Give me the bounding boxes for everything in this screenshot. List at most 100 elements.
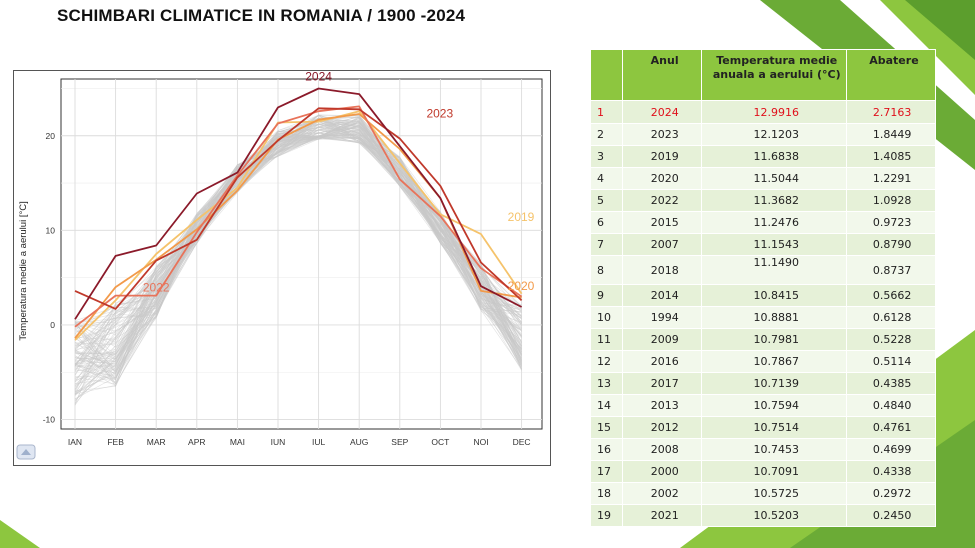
rank-cell: 16 <box>590 438 623 461</box>
table-row: 15 2012 10.7514 0.4761 <box>590 416 937 439</box>
rank-cell: 14 <box>590 394 623 417</box>
rank-cell: 12 <box>590 350 623 373</box>
rank-cell: 3 <box>590 145 623 168</box>
rank-cell: 2 <box>590 123 623 146</box>
background-year-line <box>74 114 522 350</box>
deviation-cell: 0.4338 <box>845 460 937 483</box>
temperature-cell: 11.1490 <box>700 255 847 285</box>
deviation-cell: 1.0928 <box>845 189 937 212</box>
temperature-cell: 10.7867 <box>700 350 847 373</box>
background-year-line <box>74 129 522 351</box>
background-year-line <box>74 137 522 384</box>
x-tick-label: AUG <box>350 437 368 447</box>
temperature-cell: 10.7453 <box>700 438 847 461</box>
table-header-deviation: Abatere <box>845 49 937 101</box>
deviation-cell: 0.4761 <box>845 416 937 439</box>
background-year-line <box>74 133 522 385</box>
series-line-2019 <box>74 110 523 341</box>
highlighted-series: 2024 2023 2022 2019 2020 <box>74 71 535 341</box>
deviation-cell: 2.7163 <box>845 100 937 124</box>
background-year-line <box>74 126 522 385</box>
background-year-line <box>74 138 522 393</box>
temperature-cell: 12.1203 <box>700 123 847 146</box>
temperature-cell: 10.5725 <box>700 482 847 505</box>
table-row: 17 2000 10.7091 0.4338 <box>590 460 937 483</box>
watermark-logo-icon <box>16 444 36 460</box>
axis-labels: IAN FEB MAR APR MAI IUN IUL AUG SEP OCT NOI DEC -10 0… <box>43 131 531 447</box>
background-year-line <box>74 132 522 361</box>
rank-cell: 1 <box>590 100 623 124</box>
table-row: 12 2016 10.7867 0.5114 <box>590 350 937 373</box>
temperature-cell: 11.3682 <box>700 189 847 212</box>
deviation-cell: 0.6128 <box>845 306 937 329</box>
year-cell: 2009 <box>621 328 702 351</box>
rank-cell: 10 <box>590 306 623 329</box>
rank-cell: 6 <box>590 211 623 234</box>
temperature-cell: 10.7091 <box>700 460 847 483</box>
year-cell: 2008 <box>621 438 702 461</box>
table-row: 14 2013 10.7594 0.4840 <box>590 394 937 417</box>
deviation-cell: 1.4085 <box>845 145 937 168</box>
table-row: 1 2024 12.9916 2.7163 <box>590 100 937 124</box>
table-row: 5 2022 11.3682 1.0928 <box>590 189 937 212</box>
deviation-cell: 0.5662 <box>845 284 937 307</box>
x-tick-label: APR <box>188 437 205 447</box>
year-cell: 2015 <box>621 211 702 234</box>
table-row: 8 2018 11.1490 0.8737 <box>590 255 937 285</box>
y-axis-label: Temperatura medie a aerului [°C] <box>18 201 29 341</box>
deviation-cell: 0.5114 <box>845 350 937 373</box>
background-year-line <box>74 128 522 350</box>
year-cell: 2021 <box>621 504 702 527</box>
temperature-cell: 10.7514 <box>700 416 847 439</box>
year-cell: 2002 <box>621 482 702 505</box>
y-tick-label: -10 <box>43 415 56 425</box>
deviation-cell: 0.2972 <box>845 482 937 505</box>
x-tick-label: FEB <box>107 437 124 447</box>
year-cell: 2018 <box>621 255 702 285</box>
year-cell: 2017 <box>621 372 702 395</box>
temperature-cell: 11.2476 <box>700 211 847 234</box>
background-year-line <box>74 118 522 371</box>
rank-cell: 11 <box>590 328 623 351</box>
table-row: 11 2009 10.7981 0.5228 <box>590 328 937 351</box>
rank-cell: 19 <box>590 504 623 527</box>
series-label-2022: 2022 <box>143 281 170 295</box>
year-cell: 2020 <box>621 167 702 190</box>
x-tick-label: IUL <box>312 437 326 447</box>
temperature-cell: 10.7139 <box>700 372 847 395</box>
deviation-cell: 0.4385 <box>845 372 937 395</box>
table-header-year: Anul <box>621 49 702 101</box>
deviation-cell: 0.8737 <box>845 255 937 285</box>
rank-cell: 18 <box>590 482 623 505</box>
deviation-cell: 1.2291 <box>845 167 937 190</box>
table-row: 16 2008 10.7453 0.4699 <box>590 438 937 461</box>
x-tick-label: IUN <box>271 437 286 447</box>
table-header-index <box>590 49 623 101</box>
year-cell: 2013 <box>621 394 702 417</box>
year-cell: 2012 <box>621 416 702 439</box>
year-cell: 2014 <box>621 284 702 307</box>
table-row: 4 2020 11.5044 1.2291 <box>590 167 937 190</box>
table-row: 9 2014 10.8415 0.5662 <box>590 284 937 307</box>
deviation-cell: 0.5228 <box>845 328 937 351</box>
rank-cell: 9 <box>590 284 623 307</box>
x-tick-label: IAN <box>68 437 82 447</box>
deviation-cell: 1.8449 <box>845 123 937 146</box>
series-line-2022 <box>74 105 523 328</box>
temperature-cell: 10.7981 <box>700 328 847 351</box>
year-cell: 2024 <box>621 100 702 124</box>
deviation-cell: 0.9723 <box>845 211 937 234</box>
x-tick-label: MAI <box>230 437 245 447</box>
deviation-cell: 0.4840 <box>845 394 937 417</box>
table-row: 7 2007 11.1543 0.8790 <box>590 233 937 256</box>
series-label-2023: 2023 <box>426 107 453 121</box>
temperature-cell: 10.5203 <box>700 504 847 527</box>
series-label-2020: 2020 <box>508 279 535 293</box>
deviation-cell: 0.4699 <box>845 438 937 461</box>
x-tick-label: OCT <box>431 437 449 447</box>
year-cell: 2019 <box>621 145 702 168</box>
rank-cell: 15 <box>590 416 623 439</box>
rank-cell: 5 <box>590 189 623 212</box>
series-label-2019: 2019 <box>508 210 535 224</box>
